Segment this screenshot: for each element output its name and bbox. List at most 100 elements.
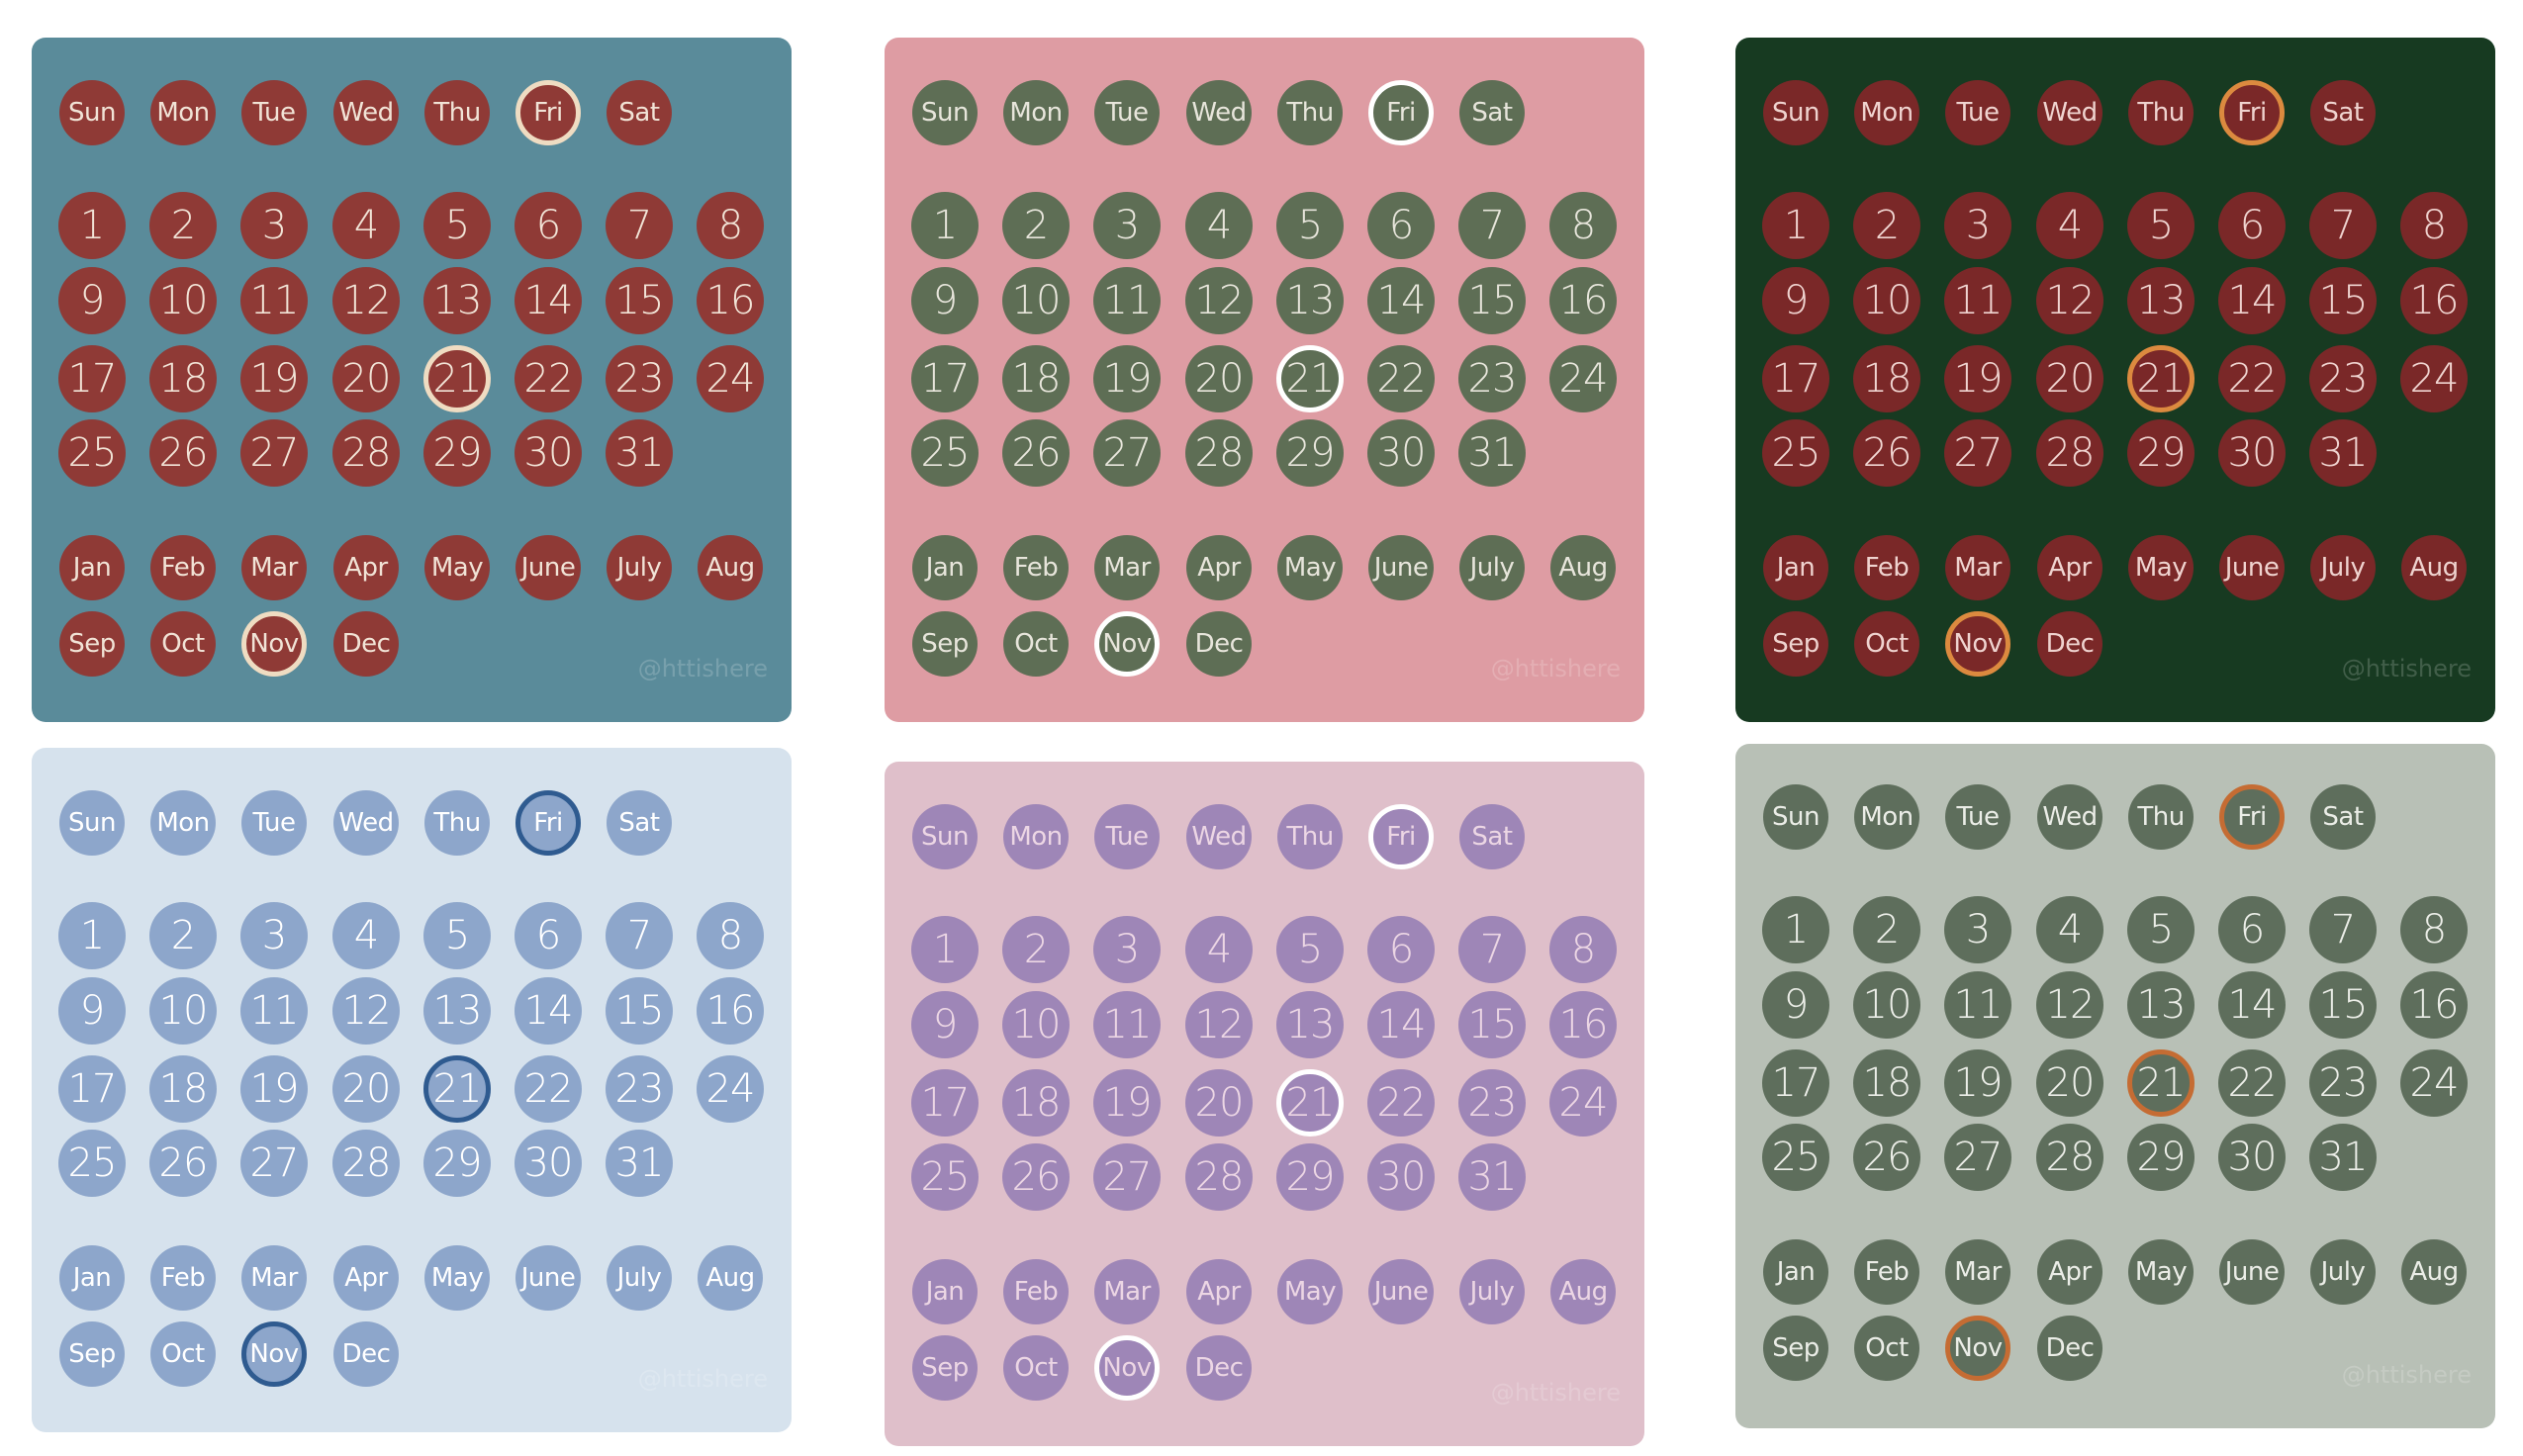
month-dec[interactable]: Dec: [333, 1321, 399, 1387]
day-17[interactable]: 17: [1762, 345, 1829, 412]
month-sep[interactable]: Sep: [59, 611, 125, 677]
month-apr[interactable]: Apr: [333, 535, 399, 600]
day-8[interactable]: 8: [1549, 916, 1617, 983]
weekday-sun[interactable]: Sun: [59, 80, 125, 145]
month-jan[interactable]: Jan: [59, 535, 125, 600]
day-6[interactable]: 6: [514, 192, 582, 259]
weekday-mon[interactable]: Mon: [150, 790, 216, 856]
weekday-wed[interactable]: Wed: [1186, 80, 1252, 145]
day-28[interactable]: 28: [1185, 419, 1253, 487]
day-29[interactable]: 29: [423, 1130, 491, 1197]
day-12[interactable]: 12: [1185, 991, 1253, 1058]
day-18[interactable]: 18: [149, 1055, 217, 1123]
month-oct[interactable]: Oct: [150, 611, 216, 677]
day-8[interactable]: 8: [2400, 192, 2468, 259]
month-aug[interactable]: Aug: [2401, 535, 2467, 600]
month-apr[interactable]: Apr: [333, 1245, 399, 1311]
month-june[interactable]: June: [1368, 535, 1434, 600]
month-may[interactable]: May: [2128, 535, 2194, 600]
day-14[interactable]: 14: [2218, 971, 2286, 1039]
day-9[interactable]: 9: [911, 991, 979, 1058]
month-oct[interactable]: Oct: [1854, 1316, 1919, 1381]
day-7[interactable]: 7: [1458, 192, 1526, 259]
month-oct[interactable]: Oct: [1003, 1335, 1069, 1401]
month-aug[interactable]: Aug: [1550, 1259, 1616, 1324]
day-28[interactable]: 28: [2036, 1124, 2103, 1191]
day-9[interactable]: 9: [58, 977, 126, 1045]
day-2[interactable]: 2: [1002, 916, 1070, 983]
weekday-mon[interactable]: Mon: [1003, 804, 1069, 869]
day-31[interactable]: 31: [2309, 1124, 2377, 1191]
day-20[interactable]: 20: [1185, 1069, 1253, 1137]
month-apr[interactable]: Apr: [2037, 1239, 2102, 1305]
day-7[interactable]: 7: [606, 902, 673, 969]
day-26[interactable]: 26: [1853, 1124, 1920, 1191]
day-19[interactable]: 19: [1944, 1049, 2011, 1117]
day-29[interactable]: 29: [2127, 1124, 2195, 1191]
day-27[interactable]: 27: [1944, 1124, 2011, 1191]
day-20[interactable]: 20: [2036, 1049, 2103, 1117]
day-31[interactable]: 31: [1458, 419, 1526, 487]
month-nov-selected[interactable]: Nov: [1945, 1316, 2010, 1381]
day-10[interactable]: 10: [1853, 267, 1920, 334]
weekday-wed[interactable]: Wed: [333, 80, 399, 145]
day-18[interactable]: 18: [1853, 345, 1920, 412]
weekday-tue[interactable]: Tue: [1945, 784, 2010, 850]
day-13[interactable]: 13: [1276, 991, 1344, 1058]
weekday-sun[interactable]: Sun: [59, 790, 125, 856]
weekday-fri-selected[interactable]: Fri: [515, 80, 581, 145]
weekday-mon[interactable]: Mon: [1854, 784, 1919, 850]
month-jan[interactable]: Jan: [59, 1245, 125, 1311]
day-7[interactable]: 7: [1458, 916, 1526, 983]
month-june[interactable]: June: [515, 1245, 581, 1311]
weekday-tue[interactable]: Tue: [1094, 804, 1160, 869]
day-11[interactable]: 11: [1093, 991, 1161, 1058]
day-7[interactable]: 7: [606, 192, 673, 259]
day-19[interactable]: 19: [1093, 1069, 1161, 1137]
day-4[interactable]: 4: [332, 192, 400, 259]
day-13[interactable]: 13: [423, 977, 491, 1045]
day-27[interactable]: 27: [1944, 419, 2011, 487]
day-4[interactable]: 4: [2036, 896, 2103, 963]
day-31[interactable]: 31: [2309, 419, 2377, 487]
day-11[interactable]: 11: [1093, 267, 1161, 334]
weekday-sun[interactable]: Sun: [912, 80, 978, 145]
day-18[interactable]: 18: [1853, 1049, 1920, 1117]
month-july[interactable]: July: [607, 535, 672, 600]
day-1[interactable]: 1: [58, 192, 126, 259]
weekday-fri-selected[interactable]: Fri: [1368, 80, 1434, 145]
day-14[interactable]: 14: [1367, 267, 1435, 334]
day-12[interactable]: 12: [2036, 971, 2103, 1039]
day-24[interactable]: 24: [1549, 1069, 1617, 1137]
day-12[interactable]: 12: [1185, 267, 1253, 334]
day-9[interactable]: 9: [911, 267, 979, 334]
day-18[interactable]: 18: [1002, 1069, 1070, 1137]
month-july[interactable]: July: [2310, 1239, 2376, 1305]
month-june[interactable]: June: [2219, 535, 2285, 600]
day-5[interactable]: 5: [423, 902, 491, 969]
day-31[interactable]: 31: [606, 1130, 673, 1197]
month-mar[interactable]: Mar: [241, 535, 307, 600]
day-19[interactable]: 19: [1093, 345, 1161, 412]
weekday-wed[interactable]: Wed: [333, 790, 399, 856]
month-sep[interactable]: Sep: [1763, 1316, 1828, 1381]
month-may[interactable]: May: [424, 1245, 490, 1311]
day-10[interactable]: 10: [1853, 971, 1920, 1039]
day-22[interactable]: 22: [514, 1055, 582, 1123]
day-29[interactable]: 29: [2127, 419, 2195, 487]
day-8[interactable]: 8: [697, 902, 764, 969]
day-1[interactable]: 1: [1762, 896, 1829, 963]
day-16[interactable]: 16: [1549, 991, 1617, 1058]
day-23[interactable]: 23: [606, 1055, 673, 1123]
weekday-wed[interactable]: Wed: [1186, 804, 1252, 869]
weekday-fri-selected[interactable]: Fri: [2219, 80, 2285, 145]
month-nov-selected[interactable]: Nov: [1094, 611, 1160, 677]
weekday-mon[interactable]: Mon: [150, 80, 216, 145]
day-16[interactable]: 16: [697, 267, 764, 334]
day-17[interactable]: 17: [911, 345, 979, 412]
day-9[interactable]: 9: [1762, 267, 1829, 334]
day-13[interactable]: 13: [2127, 267, 2195, 334]
day-5[interactable]: 5: [423, 192, 491, 259]
day-28[interactable]: 28: [1185, 1143, 1253, 1211]
day-31[interactable]: 31: [1458, 1143, 1526, 1211]
